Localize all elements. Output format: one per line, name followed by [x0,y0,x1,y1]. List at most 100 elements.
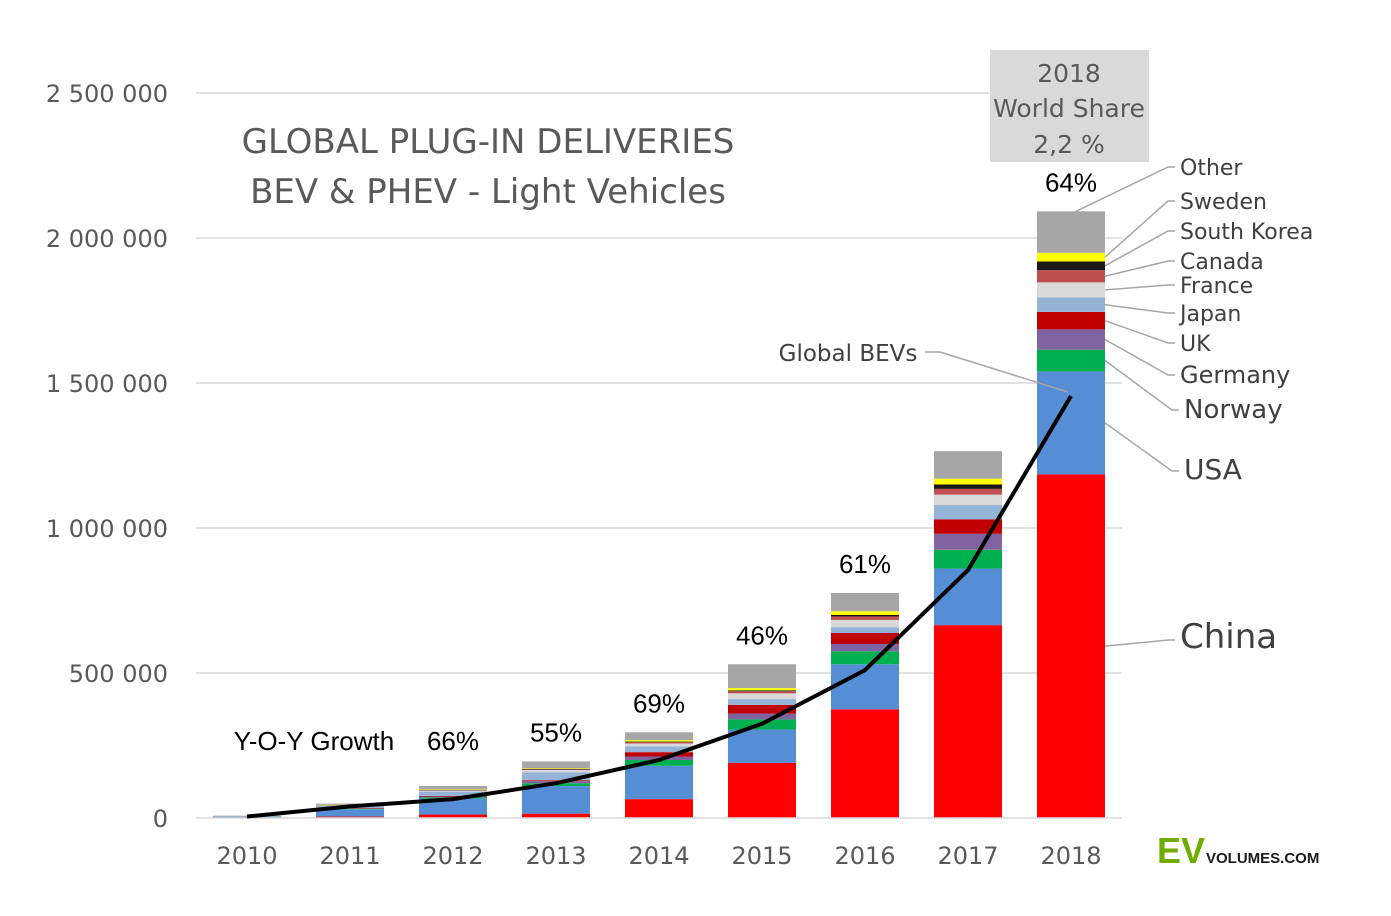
bar-segment-china [1037,474,1105,818]
growth-labels: 66% 55% 69% 46% 61% 64% [427,167,1097,756]
legend-label-japan: Japan [1178,302,1241,327]
legend-label-usa: USA [1184,453,1242,486]
bar-segment-sweden [1037,252,1105,262]
evvolumes-logo: EV VOLUMES.COM [1157,830,1319,871]
bar-segment-japan [934,504,1002,520]
bar-segment-canada [831,616,899,620]
bar-segment-norway [625,760,693,766]
legend-label-germany: Germany [1180,361,1290,389]
bar-segment-france [934,494,1002,505]
bar-segment-japan [1037,297,1105,312]
bar-segment-china [728,762,796,818]
bar-segment-france [522,769,590,773]
global-bevs-leader [925,351,1069,393]
bar-segment-norway [934,549,1002,569]
bar-segment-uk [831,632,899,644]
bar-segment-other [625,732,693,741]
legend-label-uk: UK [1180,332,1211,357]
bar-segment-china [831,709,899,818]
growth-label: 55% [530,717,582,747]
x-tick-label: 2015 [731,842,792,870]
bar-segment-other [831,592,899,612]
bar-segment-norway [316,808,384,810]
bar-segment-japan [831,627,899,633]
legend-label-south-korea: South Korea [1180,220,1313,245]
legend-leader [1104,359,1179,411]
world-share-label: World Share [993,94,1145,123]
y-tick-label: 2 000 000 [46,225,168,253]
legend-leader [1075,166,1175,212]
bar-segment-sweden [419,789,487,790]
y-tick-label: 1 500 000 [46,370,168,398]
bar-segment-usa [316,809,384,817]
x-tick-label: 2016 [834,842,895,870]
bar-segment-china [419,814,487,818]
world-share-value: 2,2 % [1033,130,1104,159]
bar-segment-france [625,743,693,747]
bar-segment-germany [1037,329,1105,350]
legend: China USA Norway Germany UK Japan FranceCanada… [1075,156,1313,657]
legend-label-other: Other [1180,156,1243,181]
world-share-box: 2018 World Share 2,2 % [990,50,1149,162]
y-axis-ticks: 0 500 000 1 000 000 1 500 000 2 000 000 2 500… [46,80,168,833]
bar-segment-china [625,799,693,818]
legend-leader [1104,639,1175,647]
bar-segment-sweden [831,611,899,615]
chart-title-line1: GLOBAL PLUG-IN DELIVERIES [242,122,735,162]
legend-leader [1104,230,1175,267]
legend-leader [1104,303,1175,314]
legend-label-china: China [1180,617,1277,657]
bar-segment-sweden [625,740,693,742]
bar-segment-south-korea [625,741,693,743]
x-tick-label: 2017 [937,842,998,870]
bar-segment-other [1037,211,1105,253]
world-share-background [990,50,1149,162]
x-tick-label: 2013 [525,842,586,870]
bar-segment-south-korea [522,768,590,770]
bar-segment-south-korea [934,484,1002,489]
y-tick-label: 0 [153,805,168,833]
bar-segment-other [728,664,796,689]
bar-segment-sweden [728,688,796,691]
legend-leader [1104,319,1175,344]
bar-segment-south-korea [728,690,796,692]
legend-label-sweden: Sweden [1180,190,1267,215]
bar-segment-france [728,693,796,700]
bar-segment-south-korea [831,615,899,617]
growth-label: 69% [633,688,685,718]
legend-leader [1104,260,1175,278]
bar-segment-uk [1037,311,1105,330]
bar-segment-usa [1037,371,1105,475]
legend-leader [1104,422,1179,472]
growth-label: 66% [427,726,479,756]
legend-label-france: France [1180,274,1253,299]
bar-segment-usa [625,765,693,800]
bar-segment-usa [728,729,796,763]
bar-segment-other [522,761,590,769]
global-bevs-label: Global BEVs [779,341,918,367]
bar-segment-japan [213,816,281,818]
bar-segment-other [419,785,487,790]
bar-segment-canada [522,769,590,770]
bar-segment-japan [522,772,590,781]
bar-segment-japan [728,699,796,705]
y-tick-label: 1 000 000 [46,515,168,543]
growth-label: 64% [1045,167,1097,197]
bar-segment-other [934,451,1002,479]
x-tick-label: 2014 [628,842,689,870]
bar-segment-usa [419,798,487,815]
bar-segment-norway [1037,349,1105,372]
legend-leader [1104,338,1175,376]
x-tick-label: 2012 [422,842,483,870]
bar-segment-france [831,619,899,628]
chart-title-line2: BEV & PHEV - Light Vehicles [250,172,726,212]
global-bevs-annotation: Global BEVs [779,341,1069,393]
bar-segment-sweden [522,768,590,769]
x-tick-label: 2018 [1040,842,1101,870]
stacked-bars [213,211,1105,819]
bar-segment-japan [419,791,487,796]
y-tick-label: 500 000 [69,660,168,688]
bar-segment-germany [831,644,899,652]
bar-segment-south-korea [1037,261,1105,271]
logo-ev: EV [1157,830,1205,871]
